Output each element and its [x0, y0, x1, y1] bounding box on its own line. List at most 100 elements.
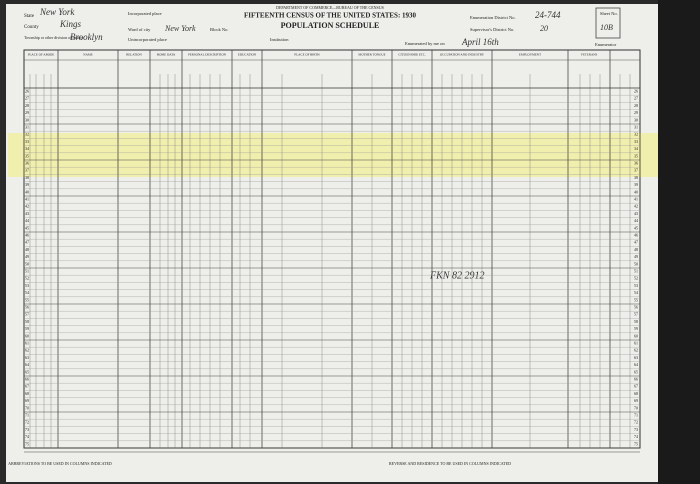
- department: DEPARTMENT OF COMMERCE—BUREAU OF THE CEN…: [276, 5, 384, 10]
- column-heading: HOME DATA: [157, 53, 176, 57]
- line-number: 49: [634, 254, 638, 259]
- line-number: 26: [25, 89, 29, 94]
- line-number: 44: [25, 218, 29, 223]
- line-number: 56: [25, 305, 29, 310]
- line-number: 50: [634, 261, 638, 266]
- line-number: 70: [634, 405, 638, 410]
- line-number: 54: [25, 290, 29, 295]
- label: Institution: [270, 37, 289, 42]
- line-number: 74: [634, 434, 638, 439]
- value: Brooklyn: [70, 32, 103, 42]
- value: 20: [540, 24, 548, 33]
- line-number: 53: [634, 283, 638, 288]
- line-number: 42: [634, 204, 638, 209]
- label: Block No.: [210, 27, 229, 32]
- line-number: 42: [25, 204, 29, 209]
- line-number: 55: [634, 297, 638, 302]
- line-number: 36: [25, 161, 29, 166]
- line-number: 61: [634, 341, 638, 346]
- line-number: 59: [25, 326, 29, 331]
- sheet-box: [595, 7, 621, 39]
- line-number: 40: [634, 189, 638, 194]
- value: 24-744: [535, 10, 561, 20]
- line-number: 74: [25, 434, 29, 439]
- column-heading: EMPLOYMENT: [519, 53, 541, 57]
- line-number: 48: [634, 247, 638, 252]
- label: Township or other division of county: [24, 35, 83, 40]
- line-number: 50: [25, 261, 29, 266]
- value: 10B: [600, 23, 613, 32]
- line-number: 71: [634, 413, 638, 418]
- line-number: 64: [25, 362, 29, 367]
- line-number: 52: [25, 276, 29, 281]
- line-number: 62: [634, 348, 638, 353]
- line-number: 45: [25, 225, 29, 230]
- value: New York: [164, 24, 196, 33]
- line-number: 59: [634, 326, 638, 331]
- line-number: 48: [25, 247, 29, 252]
- line-number: 56: [634, 305, 638, 310]
- line-number: 32: [634, 132, 638, 137]
- column-heading: PERSONAL DESCRIPTION: [188, 53, 227, 57]
- line-number: 39: [634, 182, 638, 187]
- line-number: 71: [25, 413, 29, 418]
- line-number: 43: [634, 211, 638, 216]
- line-number: 73: [634, 427, 638, 432]
- line-number: 44: [634, 218, 638, 223]
- line-number: 57: [634, 312, 638, 317]
- column-heading: VETERANS: [581, 53, 598, 57]
- label: Supervisor's District No.: [470, 27, 514, 32]
- line-number: 34: [25, 146, 29, 151]
- line-number: 32: [25, 132, 29, 137]
- line-number: 28: [634, 103, 638, 108]
- label: Sheet No.: [600, 11, 618, 16]
- line-number: 61: [25, 341, 29, 346]
- value: Kings: [59, 19, 82, 29]
- line-number: 39: [25, 182, 29, 187]
- line-number: 68: [634, 391, 638, 396]
- line-number: 45: [634, 225, 638, 230]
- line-number: 68: [25, 391, 29, 396]
- line-number: 30: [25, 117, 29, 122]
- label: Unincorporated place: [128, 37, 167, 42]
- value: April 16th: [461, 37, 499, 47]
- line-number: 58: [25, 319, 29, 324]
- label: Enumerator: [595, 42, 617, 47]
- line-number: 31: [25, 125, 29, 130]
- line-number: 66: [25, 377, 29, 382]
- line-number: 69: [25, 398, 29, 403]
- line-number: 41: [25, 197, 29, 202]
- label: Incorporated place: [128, 11, 162, 16]
- line-number: 27: [634, 96, 638, 101]
- footer-right: REVERSE AND RESIDENCE TO BE USED IN COLU…: [389, 461, 511, 466]
- scan-edge: [658, 0, 700, 484]
- label: County: [24, 25, 39, 30]
- column-heading: RELATION: [126, 53, 142, 57]
- line-number: 58: [634, 319, 638, 324]
- line-number: 63: [634, 355, 638, 360]
- subtitle: POPULATION SCHEDULE: [281, 21, 380, 30]
- line-number: 43: [25, 211, 29, 216]
- line-number: 47: [25, 240, 29, 245]
- line-number: 35: [25, 153, 29, 158]
- paper: [6, 4, 658, 482]
- line-number: 73: [25, 427, 29, 432]
- line-number: 36: [634, 161, 638, 166]
- line-number: 55: [25, 297, 29, 302]
- line-number: 30: [634, 117, 638, 122]
- line-number: 60: [634, 333, 638, 338]
- line-number: 35: [634, 153, 638, 158]
- line-number: 65: [634, 369, 638, 374]
- line-number: 72: [25, 420, 29, 425]
- line-number: 60: [25, 333, 29, 338]
- stamp: FKN 82 2912: [429, 270, 484, 281]
- label: Enumeration District No.: [470, 15, 516, 20]
- label: Ward of city: [128, 27, 151, 32]
- line-number: 38: [634, 175, 638, 180]
- line-number: 33: [25, 139, 29, 144]
- column-heading: OCCUPATION AND INDUSTRY: [440, 53, 485, 57]
- label: State: [24, 14, 35, 19]
- line-number: 37: [25, 168, 29, 173]
